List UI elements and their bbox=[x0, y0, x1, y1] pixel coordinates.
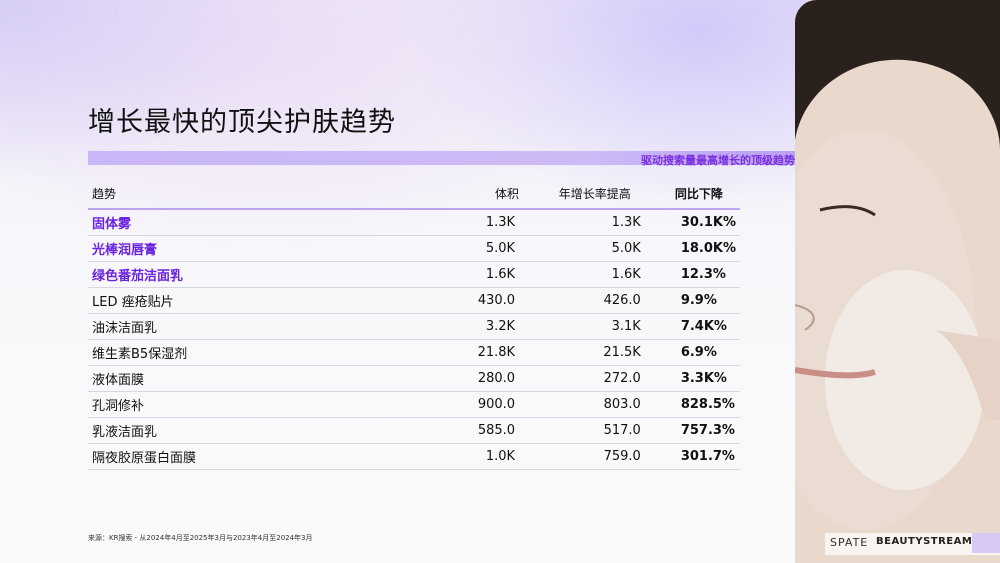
trend-volume: 21.8K bbox=[388, 339, 520, 366]
trend-name: 油沫洁面乳 bbox=[88, 313, 389, 340]
corner-accent bbox=[972, 533, 1000, 553]
trend-growth: 426.0 bbox=[519, 287, 645, 314]
trend-growth: 272.0 bbox=[519, 365, 645, 392]
table-row: 维生素B5保湿剂 21.8K 21.5K 6.9% bbox=[88, 339, 740, 366]
trend-yoy: 7.4K% bbox=[644, 313, 740, 340]
trend-volume: 585.0 bbox=[388, 417, 520, 444]
header-trend: 趋势 bbox=[88, 178, 389, 210]
trend-growth: 5.0K bbox=[519, 235, 645, 262]
table-row: LED 痤疮贴片 430.0 426.0 9.9% bbox=[88, 287, 740, 314]
trend-growth: 1.3K bbox=[519, 209, 645, 236]
trend-volume: 5.0K bbox=[388, 235, 520, 262]
header-volume: 体积 bbox=[388, 178, 520, 210]
table-header-row: 趋势 体积 年增长率提高 同比下降 bbox=[88, 178, 740, 210]
trend-growth: 1.6K bbox=[519, 261, 645, 288]
model-photo bbox=[795, 0, 1000, 563]
table-row: 绿色番茄洁面乳 1.6K 1.6K 12.3% bbox=[88, 261, 740, 288]
trend-name: 绿色番茄洁面乳 bbox=[88, 261, 389, 288]
trend-yoy: 3.3K% bbox=[644, 365, 740, 392]
trend-yoy: 12.3% bbox=[644, 261, 740, 288]
table-row: 乳液洁面乳 585.0 517.0 757.3% bbox=[88, 417, 740, 444]
trend-volume: 1.3K bbox=[388, 209, 520, 236]
table-row: 液体面膜 280.0 272.0 3.3K% bbox=[88, 365, 740, 392]
trend-name: 液体面膜 bbox=[88, 365, 389, 392]
table-row: 光棒润唇膏 5.0K 5.0K 18.0K% bbox=[88, 235, 740, 262]
trend-yoy: 301.7% bbox=[644, 443, 740, 470]
trend-name: 固体雾 bbox=[88, 209, 389, 236]
trend-growth: 3.1K bbox=[519, 313, 645, 340]
trend-name: 孔洞修补 bbox=[88, 391, 389, 418]
trend-volume: 900.0 bbox=[388, 391, 520, 418]
trend-volume: 1.6K bbox=[388, 261, 520, 288]
spate-logo: SPATE bbox=[830, 536, 869, 549]
trend-name: LED 痤疮贴片 bbox=[88, 287, 389, 314]
trend-growth: 803.0 bbox=[519, 391, 645, 418]
trend-yoy: 6.9% bbox=[644, 339, 740, 366]
trend-yoy: 828.5% bbox=[644, 391, 740, 418]
trend-volume: 3.2K bbox=[388, 313, 520, 340]
table-row: 孔洞修补 900.0 803.0 828.5% bbox=[88, 391, 740, 418]
trend-yoy: 18.0K% bbox=[644, 235, 740, 262]
table-row: 油沫洁面乳 3.2K 3.1K 7.4K% bbox=[88, 313, 740, 340]
trend-volume: 280.0 bbox=[388, 365, 520, 392]
trend-yoy: 757.3% bbox=[644, 417, 740, 444]
trend-name: 光棒润唇膏 bbox=[88, 235, 389, 262]
logo-strip bbox=[825, 533, 1000, 555]
header-growth: 年增长率提高 bbox=[519, 178, 645, 210]
trend-volume: 1.0K bbox=[388, 443, 520, 470]
face-illustration bbox=[795, 0, 1000, 563]
table-row: 固体雾 1.3K 1.3K 30.1K% bbox=[88, 209, 740, 236]
trend-volume: 430.0 bbox=[388, 287, 520, 314]
trend-growth: 759.0 bbox=[519, 443, 645, 470]
section-bar bbox=[88, 151, 795, 165]
trend-yoy: 30.1K% bbox=[644, 209, 740, 236]
trend-name: 维生素B5保湿剂 bbox=[88, 339, 389, 366]
trend-yoy: 9.9% bbox=[644, 287, 740, 314]
trend-name: 隔夜胶原蛋白面膜 bbox=[88, 443, 389, 470]
table-row: 隔夜胶原蛋白面膜 1.0K 759.0 301.7% bbox=[88, 443, 740, 470]
section-bar-label: 驱动搜索量最高增长的顶级趋势 bbox=[641, 154, 795, 167]
trend-growth: 517.0 bbox=[519, 417, 645, 444]
trend-growth: 21.5K bbox=[519, 339, 645, 366]
header-yoy: 同比下降 bbox=[644, 178, 740, 210]
source-note: 来源：KR搜索 - 从2024年4月至2025年3月与2023年4月至2024年… bbox=[88, 534, 313, 542]
page-title: 增长最快的顶尖护肤趋势 bbox=[88, 107, 396, 139]
trend-name: 乳液洁面乳 bbox=[88, 417, 389, 444]
beautystreams-logo: BEAUTYSTREAMS bbox=[876, 536, 981, 547]
trends-table: 趋势 体积 年增长率提高 同比下降 固体雾 1.3K 1.3K 30.1K% 光棒润唇膏… bbox=[88, 178, 740, 470]
